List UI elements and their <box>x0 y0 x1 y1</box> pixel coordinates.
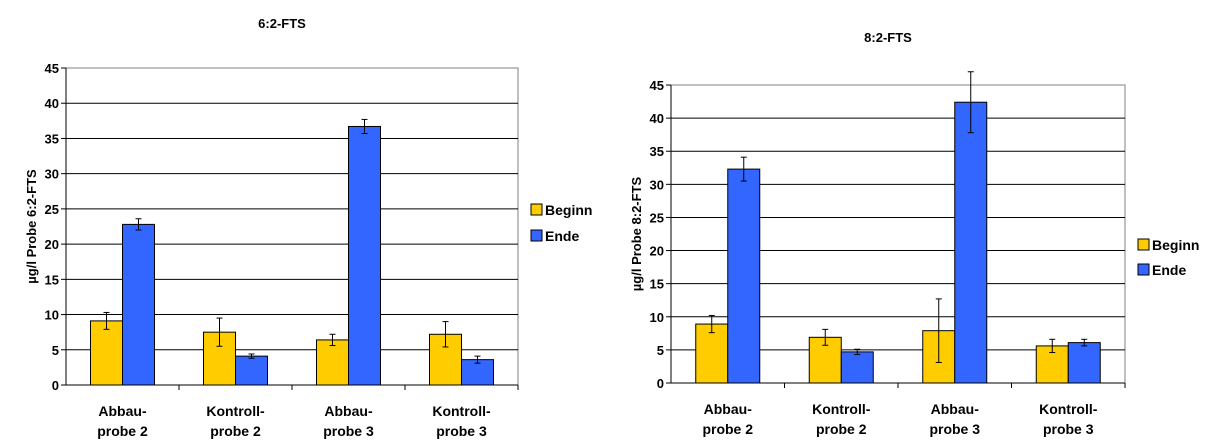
y-tick-label: 20 <box>45 237 59 252</box>
legend-swatch <box>530 203 543 216</box>
x-category-label: Abbau- <box>704 401 753 417</box>
y-tick-label: 25 <box>45 202 59 217</box>
y-tick-label: 45 <box>650 78 664 93</box>
bar-beginn <box>316 339 349 386</box>
x-category-label: probe 2 <box>702 421 753 437</box>
bar-beginn <box>90 320 123 386</box>
y-tick-label: 20 <box>650 244 664 259</box>
legend-label: Beginn <box>545 202 592 218</box>
legend: Beginn Ende <box>1137 237 1199 278</box>
x-category-label: Kontroll- <box>1039 401 1098 417</box>
x-category-label: probe 2 <box>97 423 148 439</box>
y-tick-label: 15 <box>45 272 59 287</box>
x-category-label: Kontroll- <box>812 401 871 417</box>
y-tick-label: 5 <box>52 343 59 358</box>
bar-ende <box>954 101 988 384</box>
y-tick-label: 30 <box>650 177 664 192</box>
chart-2: 0 5 10 15 20 25 30 35 40 45 Abbau-probe 2 Kontroll-… <box>629 30 1199 437</box>
y-tick-label: 45 <box>45 61 59 76</box>
bar-ende <box>122 223 155 386</box>
legend: Beginn Ende <box>530 202 592 244</box>
x-category-label: Abbau- <box>98 403 147 419</box>
x-category-label: probe 3 <box>929 421 980 437</box>
y-tick-label: 0 <box>657 376 664 391</box>
x-category-label: probe 3 <box>436 423 487 439</box>
x-category-label: Kontroll- <box>206 403 265 419</box>
legend-label: Ende <box>545 228 579 244</box>
y-axis-label: µg/l Probe 6:2-FTS <box>24 169 39 284</box>
y-tick-label: 0 <box>52 378 59 393</box>
legend-swatch <box>1137 263 1150 276</box>
bar-ende <box>1067 342 1101 384</box>
y-tick-label: 10 <box>45 308 59 323</box>
bar-ende <box>461 359 494 386</box>
bar-ende <box>727 168 761 384</box>
y-tick-label: 35 <box>650 144 664 159</box>
legend-label: Ende <box>1152 262 1186 278</box>
y-tick-label: 10 <box>650 310 664 325</box>
chart-1: 0 5 10 15 20 25 30 35 40 45 Abbau-probe 2 Kontroll-… <box>24 16 592 439</box>
x-category-label: probe 3 <box>1043 421 1094 437</box>
chart-title: 8:2-FTS <box>864 30 912 45</box>
legend-swatch <box>1137 238 1150 251</box>
bar-ende <box>840 351 874 384</box>
x-category-label: Kontroll- <box>432 403 491 419</box>
legend-swatch <box>530 229 543 242</box>
y-tick-label: 30 <box>45 167 59 182</box>
x-category-label: probe 3 <box>323 423 374 439</box>
bar-ende <box>348 125 381 386</box>
y-tick-label: 40 <box>45 96 59 111</box>
x-category-label: Abbau- <box>931 401 980 417</box>
x-category-label: Abbau- <box>324 403 373 419</box>
y-tick-label: 5 <box>657 343 664 358</box>
x-category-label: probe 2 <box>210 423 261 439</box>
y-axis-label: µg/l Probe 8:2-FTS <box>629 176 644 291</box>
x-category-label: probe 2 <box>816 421 867 437</box>
y-tick-label: 15 <box>650 277 664 292</box>
y-tick-label: 40 <box>650 111 664 126</box>
y-tick-label: 25 <box>650 210 664 225</box>
bar-ende <box>235 355 268 386</box>
chart-title: 6:2-FTS <box>258 16 306 31</box>
y-tick-label: 35 <box>45 131 59 146</box>
legend-label: Beginn <box>1152 237 1199 253</box>
